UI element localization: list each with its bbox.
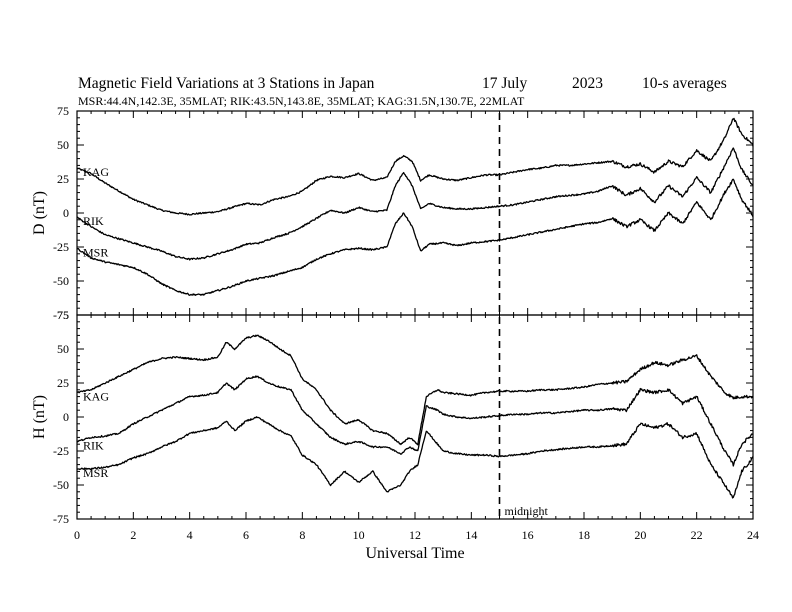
y-tick-label: 0 <box>63 410 69 424</box>
panel-h-series <box>76 334 754 499</box>
station-label-kag: KAG <box>83 165 109 179</box>
x-tick-label: 18 <box>578 528 590 542</box>
panel-horizontal: 75 50 25 0 -25 -50 -75 KAG RIK MSR H (nT) <box>31 308 754 526</box>
y-tick-label: 50 <box>57 138 69 152</box>
panel-d-station-labels: KAG RIK MSR <box>83 165 109 259</box>
y-tick-label: -50 <box>53 478 69 492</box>
series-line-rik <box>76 147 754 261</box>
x-tick-labels: 0 2 4 6 8 10 12 14 16 18 20 22 24 <box>74 528 759 542</box>
panel-d-y-tick-labels: 75 50 25 0 -25 -50 -75 <box>53 104 69 322</box>
x-tick-label: 20 <box>634 528 646 542</box>
panel-h-ticks <box>76 314 754 520</box>
series-line-kag <box>76 117 754 216</box>
station-label-rik: RIK <box>83 214 104 228</box>
series-line-msr <box>76 178 754 296</box>
station-label-kag: KAG <box>83 390 109 404</box>
y-tick-label: 50 <box>57 342 69 356</box>
series-line-rik <box>76 375 754 467</box>
station-label-rik: RIK <box>83 439 104 453</box>
panel-h-ylabel: H (nT) <box>31 395 48 439</box>
chart-title: Magnetic Field Variations at 3 Stations … <box>78 75 375 92</box>
y-tick-label: -50 <box>53 274 69 288</box>
chart-station-info: MSR:44.4N,142.3E, 35MLAT; RIK:43.5N,143.… <box>78 94 525 108</box>
series-line-msr <box>76 416 754 499</box>
x-tick-label: 2 <box>130 528 136 542</box>
y-tick-label: 25 <box>57 376 69 390</box>
y-tick-label: -25 <box>53 240 69 254</box>
x-tick-label: 22 <box>691 528 703 542</box>
x-tick-label: 6 <box>243 528 249 542</box>
x-tick-label: 12 <box>409 528 421 542</box>
panel-h-y-tick-labels: 75 50 25 0 -25 -50 -75 <box>53 308 69 526</box>
y-tick-label: -25 <box>53 444 69 458</box>
y-tick-label: -75 <box>53 308 69 322</box>
x-tick-label: 14 <box>465 528 477 542</box>
y-tick-label: 25 <box>57 172 69 186</box>
station-label-msr: MSR <box>83 245 108 259</box>
x-tick-label: 16 <box>522 528 534 542</box>
y-tick-label: 75 <box>57 308 69 322</box>
x-tick-label: 4 <box>187 528 193 542</box>
x-tick-label: 10 <box>353 528 365 542</box>
panel-declination: 75 50 25 0 -25 -50 -75 KAG RIK MSR D (nT) <box>31 104 754 322</box>
station-label-msr: MSR <box>83 466 108 480</box>
series-line-kag <box>76 334 754 446</box>
x-tick-label: 8 <box>299 528 305 542</box>
y-tick-label: -75 <box>53 512 69 526</box>
panel-h-station-labels: KAG RIK MSR <box>83 390 109 480</box>
chart-year: 2023 <box>572 75 603 92</box>
panel-d-ylabel: D (nT) <box>31 191 48 235</box>
x-axis-label: Universal Time <box>365 545 464 562</box>
x-tick-label: 24 <box>747 528 759 542</box>
chart-averaging: 10-s averages <box>642 75 727 92</box>
x-tick-label: 0 <box>74 528 80 542</box>
y-tick-label: 0 <box>63 206 69 220</box>
y-tick-label: 75 <box>57 104 69 118</box>
chart-date: 17 July <box>482 75 527 92</box>
panel-d-series <box>76 117 754 296</box>
midnight-label: midnight <box>505 504 549 518</box>
